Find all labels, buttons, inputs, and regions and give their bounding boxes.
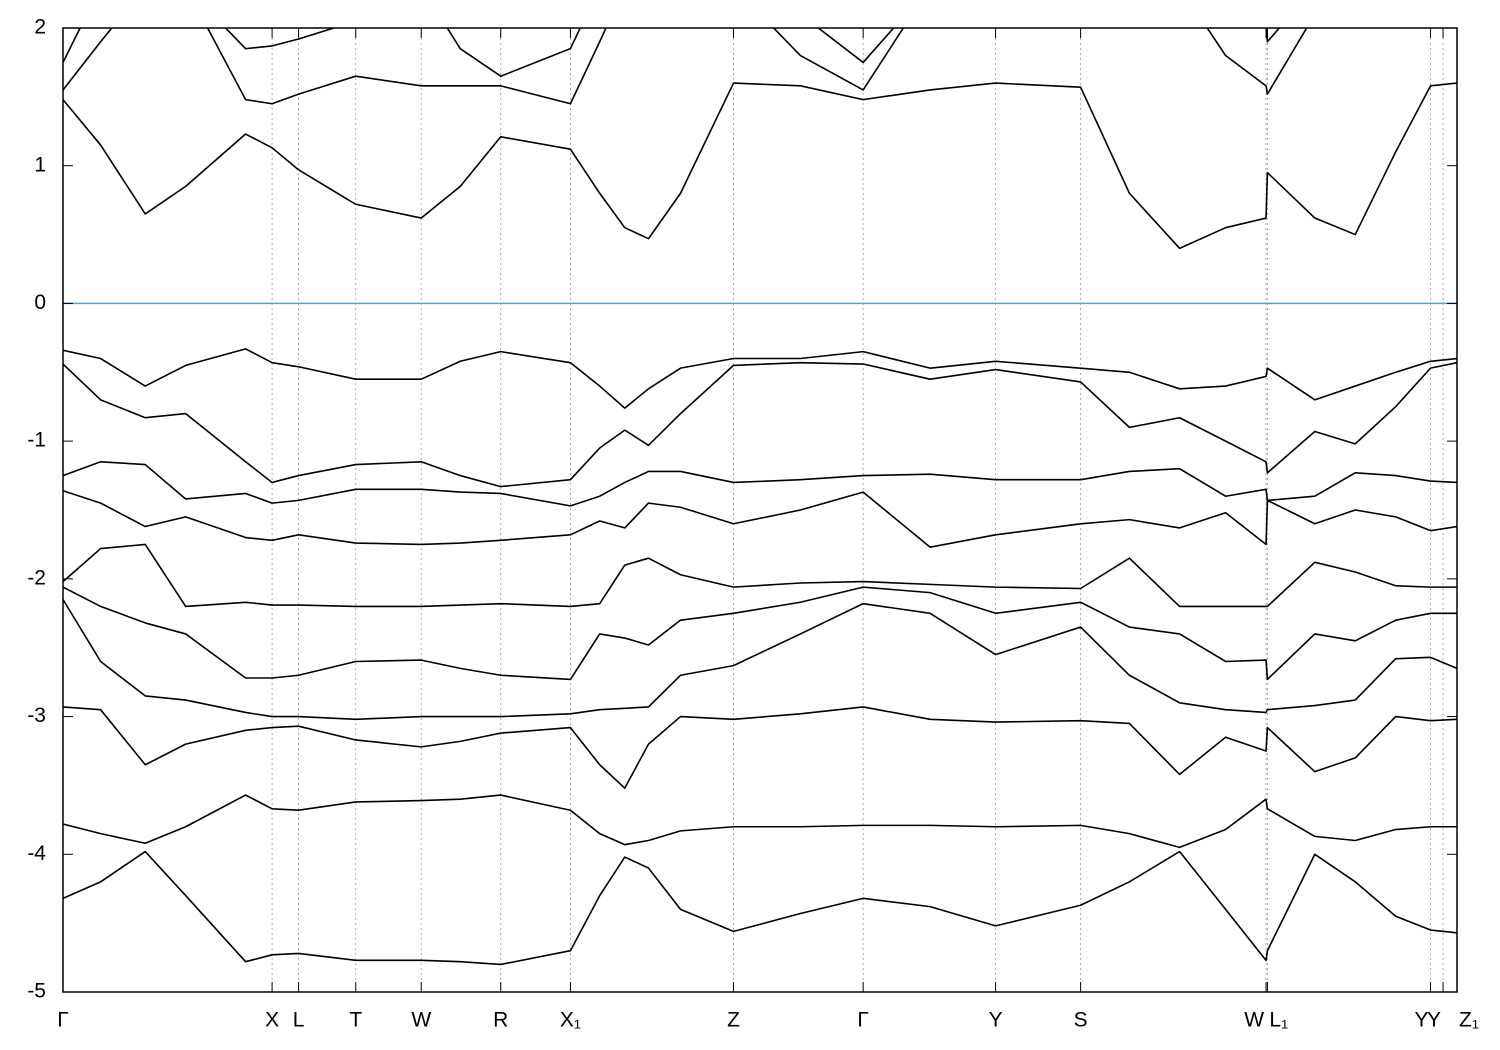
y-tick-label: -1: [27, 429, 46, 452]
plot-frame: [62, 27, 1458, 993]
y-tick-label: 0: [34, 291, 46, 314]
x-tick-label: Γ: [857, 1009, 869, 1032]
x-tick-label: X₁: [560, 1009, 581, 1032]
band-line: [63, 82, 1457, 250]
x-tick-label: R: [493, 1009, 508, 1032]
band-line: [63, 599, 1457, 721]
x-tick-label: W: [411, 1009, 431, 1032]
x-tick-label: T: [349, 1009, 362, 1032]
x-tick-label: X: [265, 1009, 279, 1032]
x-tick-label: L₁: [1269, 1009, 1288, 1032]
band-line: [63, 850, 1457, 966]
y-tick-label: -2: [27, 566, 46, 589]
x-tick-label: Z₁: [1459, 1009, 1479, 1032]
y-tick-label: 2: [34, 16, 46, 39]
band-line: [63, 543, 1457, 608]
band-line: [63, 28, 1308, 105]
y-tick-label: 1: [34, 153, 46, 176]
band-line: [63, 706, 1457, 789]
grid: [62, 28, 1458, 992]
x-tick-label: Γ: [57, 1009, 69, 1032]
band-line: [63, 586, 1457, 681]
y-tick-label: -4: [27, 842, 46, 865]
band-line: [63, 361, 1457, 488]
band-line: [63, 489, 1457, 548]
x-tick-label: W: [1244, 1009, 1264, 1032]
y-tick-label: -5: [27, 980, 46, 1003]
band-line: [63, 794, 1457, 849]
x-tick-label: Y: [1414, 1009, 1428, 1032]
x-tick-label: L: [293, 1009, 305, 1032]
x-tick-label: Z: [727, 1009, 740, 1032]
x-tick-label: Y: [1427, 1009, 1441, 1032]
x-tick-label: Y: [989, 1009, 1003, 1032]
band-line: [63, 348, 1457, 409]
band-line: [63, 461, 1457, 507]
y-tick-label: -3: [27, 704, 46, 727]
x-tick-label: S: [1074, 1009, 1088, 1032]
